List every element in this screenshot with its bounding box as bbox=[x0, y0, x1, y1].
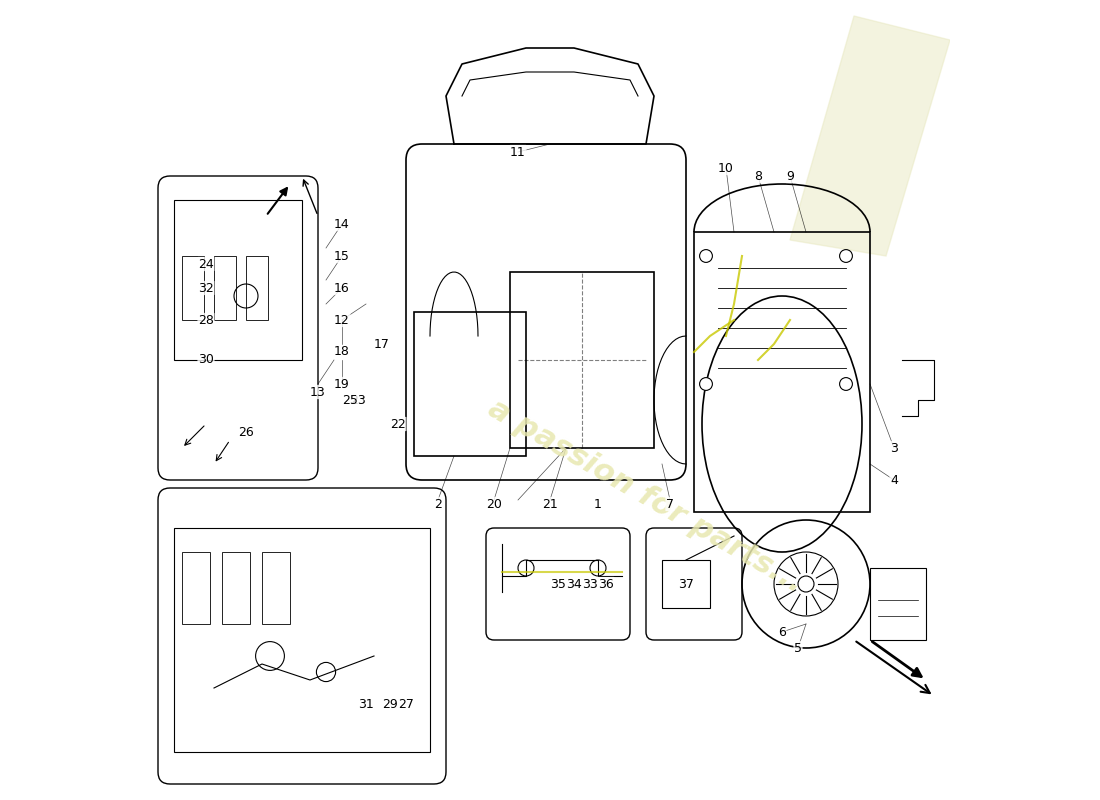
Text: 11: 11 bbox=[510, 146, 526, 158]
Text: 24: 24 bbox=[198, 258, 213, 270]
Bar bbox=[182, 552, 210, 624]
Text: 36: 36 bbox=[598, 578, 614, 590]
Text: 16: 16 bbox=[334, 282, 350, 294]
Text: 20: 20 bbox=[486, 498, 502, 510]
Text: 25: 25 bbox=[342, 394, 358, 406]
Text: 30: 30 bbox=[198, 354, 213, 366]
Text: 37: 37 bbox=[678, 578, 694, 590]
Circle shape bbox=[839, 250, 853, 262]
Text: 5: 5 bbox=[794, 642, 802, 654]
Bar bbox=[694, 232, 870, 512]
Text: 1: 1 bbox=[594, 498, 602, 510]
Bar bbox=[246, 256, 268, 320]
Text: 8: 8 bbox=[754, 170, 762, 182]
Text: 6: 6 bbox=[778, 626, 785, 638]
Text: 12: 12 bbox=[334, 314, 350, 326]
Text: 31: 31 bbox=[359, 698, 374, 710]
Text: 14: 14 bbox=[334, 218, 350, 230]
Bar bbox=[414, 312, 526, 456]
Text: 28: 28 bbox=[198, 314, 213, 326]
Bar bbox=[662, 560, 710, 608]
Text: 21: 21 bbox=[542, 498, 558, 510]
Bar bbox=[182, 256, 205, 320]
Text: 7: 7 bbox=[666, 498, 674, 510]
Text: 33: 33 bbox=[582, 578, 598, 590]
Bar bbox=[174, 528, 430, 752]
Circle shape bbox=[839, 378, 853, 390]
Polygon shape bbox=[790, 16, 950, 256]
Text: 17: 17 bbox=[374, 338, 389, 350]
Text: 34: 34 bbox=[566, 578, 582, 590]
Bar bbox=[262, 552, 290, 624]
Text: a passion for parts...: a passion for parts... bbox=[483, 394, 808, 598]
Text: 32: 32 bbox=[198, 282, 213, 294]
Text: 35: 35 bbox=[550, 578, 565, 590]
Circle shape bbox=[700, 378, 713, 390]
Bar bbox=[174, 200, 302, 360]
Circle shape bbox=[798, 576, 814, 592]
Text: 26: 26 bbox=[238, 426, 254, 438]
Bar bbox=[214, 256, 236, 320]
Circle shape bbox=[700, 250, 713, 262]
Bar bbox=[222, 552, 250, 624]
Text: 29: 29 bbox=[382, 698, 398, 710]
Text: 23: 23 bbox=[350, 394, 366, 406]
Bar bbox=[510, 272, 654, 448]
Text: 10: 10 bbox=[718, 162, 734, 174]
Text: 13: 13 bbox=[310, 386, 326, 398]
Text: 2: 2 bbox=[434, 498, 442, 510]
Bar bbox=[870, 568, 926, 640]
Text: 18: 18 bbox=[334, 346, 350, 358]
Text: 4: 4 bbox=[890, 474, 898, 486]
Text: 9: 9 bbox=[786, 170, 794, 182]
Text: 22: 22 bbox=[390, 418, 406, 430]
Text: 27: 27 bbox=[398, 698, 414, 710]
Text: 3: 3 bbox=[890, 442, 898, 454]
Text: 19: 19 bbox=[334, 378, 350, 390]
Text: 15: 15 bbox=[334, 250, 350, 262]
